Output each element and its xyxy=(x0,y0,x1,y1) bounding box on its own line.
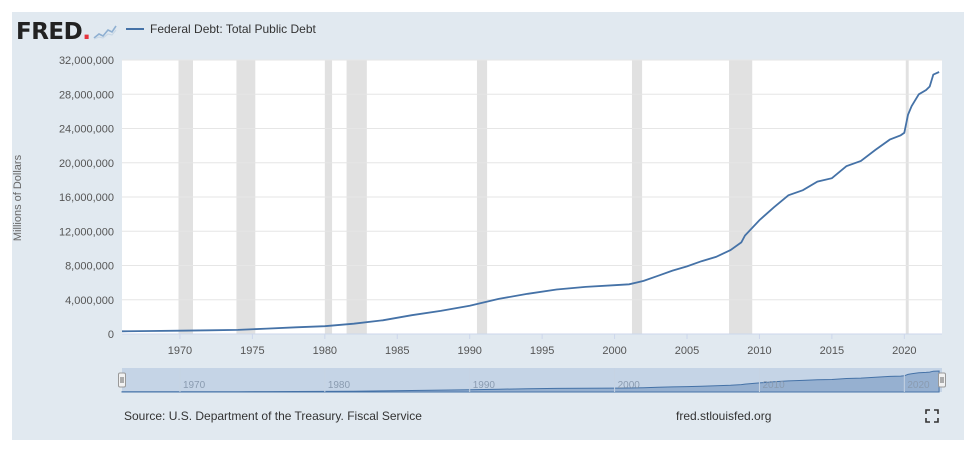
y-tick-label-6: 24,000,000 xyxy=(59,124,114,136)
gridlines xyxy=(122,59,942,301)
x-tick-label-4: 1990 xyxy=(457,345,481,357)
navigator-tick-labels: 1970 1980 1990 2000 2010 2020 xyxy=(179,368,930,392)
navigator-tick-label-0: 1970 xyxy=(183,380,206,391)
series-line[interactable] xyxy=(121,71,940,333)
legend-swatch xyxy=(126,28,144,30)
x-tick-label-2: 1980 xyxy=(313,345,337,357)
logo-chart-icon xyxy=(93,25,118,40)
navigator[interactable]: 1970 1980 1990 2000 2010 2020 xyxy=(118,368,946,393)
fullscreen-icon[interactable] xyxy=(925,409,939,423)
source-note: Source: U.S. Department of the Treasury.… xyxy=(124,409,422,423)
x-tick-label-9: 2015 xyxy=(820,345,844,357)
y-tick-label-7: 28,000,000 xyxy=(59,89,114,101)
navigator-handle-right[interactable] xyxy=(938,372,946,388)
navigator-series xyxy=(121,370,940,393)
logo-dot: . xyxy=(82,19,91,45)
navigator-handle-left[interactable] xyxy=(118,372,126,388)
y-tick-label-3: 12,000,000 xyxy=(59,226,114,238)
legend[interactable]: Federal Debt: Total Public Debt xyxy=(126,22,316,36)
y-tick-label-8: 32,000,000 xyxy=(59,55,114,67)
y-tick-label-4: 16,000,000 xyxy=(59,192,114,204)
y-tick-label-2: 8,000,000 xyxy=(65,261,114,273)
x-tick-label-7: 2005 xyxy=(675,345,699,357)
y-tick-label-5: 20,000,000 xyxy=(59,158,114,170)
x-tick-label-5: 1995 xyxy=(530,345,554,357)
navigator-tick-label-2: 1990 xyxy=(473,380,496,391)
navigator-tick-label-3: 2000 xyxy=(618,380,641,391)
logo-text: FRED xyxy=(16,19,83,45)
navigator-tick-label-5: 2020 xyxy=(907,380,930,391)
y-tick-labels: 0 4,000,000 8,000,000 12,000,000 16,000,000 2… xyxy=(59,55,114,341)
x-tick-label-0: 1970 xyxy=(168,345,192,357)
navigator-tick-label-1: 1980 xyxy=(328,380,351,391)
x-tick-label-3: 1985 xyxy=(385,345,409,357)
x-tick-labels: 1970 1975 1980 1985 1990 1995 2000 2005 2010 2015… xyxy=(168,334,917,357)
navigator-tick-label-4: 2010 xyxy=(762,380,785,391)
fred-logo[interactable]: FRED. xyxy=(16,19,118,45)
y-tick-label-1: 4,000,000 xyxy=(65,295,114,307)
y-tick-label-0: 0 xyxy=(108,329,114,341)
x-tick-label-6: 2000 xyxy=(602,345,626,357)
x-tick-label-8: 2010 xyxy=(747,345,771,357)
site-link[interactable]: fred.stlouisfed.org xyxy=(676,409,772,423)
x-tick-label-10: 2020 xyxy=(892,345,916,357)
x-tick-label-1: 1975 xyxy=(240,345,264,357)
legend-label: Federal Debt: Total Public Debt xyxy=(150,22,316,36)
